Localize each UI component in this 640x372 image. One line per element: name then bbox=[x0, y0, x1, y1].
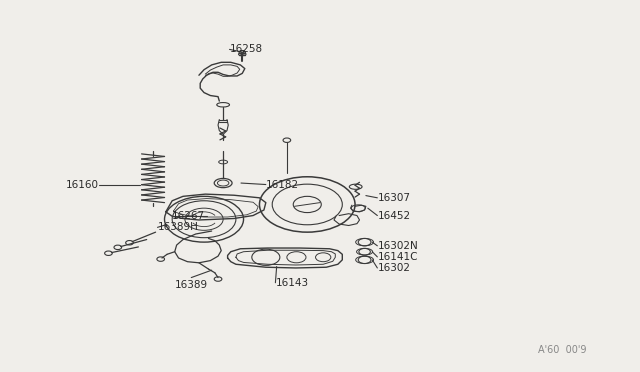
Text: 16182: 16182 bbox=[266, 180, 299, 189]
Text: 16389H: 16389H bbox=[157, 222, 198, 232]
Text: 16307: 16307 bbox=[378, 193, 410, 203]
Text: 16302: 16302 bbox=[378, 263, 410, 273]
Text: 16258: 16258 bbox=[230, 44, 262, 54]
Text: 16267: 16267 bbox=[172, 211, 205, 221]
Text: 16143: 16143 bbox=[275, 278, 308, 288]
Text: 16389: 16389 bbox=[175, 280, 208, 290]
Text: 16452: 16452 bbox=[378, 211, 410, 221]
Text: 16302N: 16302N bbox=[378, 241, 418, 251]
Text: 16160: 16160 bbox=[66, 180, 99, 189]
Text: 16141C: 16141C bbox=[378, 252, 418, 262]
Text: A'60  00'9: A'60 00'9 bbox=[538, 345, 586, 355]
